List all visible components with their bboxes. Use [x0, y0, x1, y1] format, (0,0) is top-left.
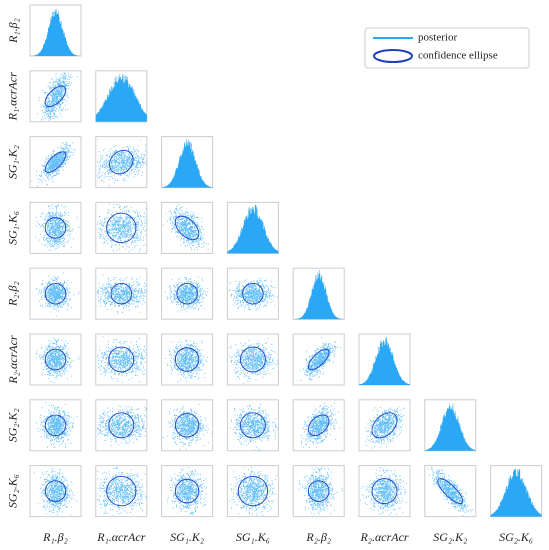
- y-label: R₁.αcrAcr: [6, 72, 20, 121]
- histogram: [227, 204, 279, 254]
- posterior-samples: [164, 276, 209, 313]
- x-label: SG₁.K₂: [170, 530, 204, 544]
- histogram: [161, 138, 213, 188]
- confidence-ellipse: [174, 478, 200, 504]
- posterior-samples: [97, 139, 147, 187]
- x-label: R₂.β₂: [305, 530, 331, 544]
- panel-frame: [95, 333, 148, 386]
- panel-frame: [161, 267, 214, 320]
- confidence-ellipse: [108, 412, 135, 439]
- confidence-ellipse: [371, 478, 398, 505]
- confidence-ellipse: [307, 348, 330, 371]
- histogram: [293, 269, 345, 320]
- confidence-ellipse: [174, 347, 200, 372]
- confidence-ellipse: [44, 414, 67, 437]
- panel-frame: [424, 465, 477, 518]
- histogram: [30, 9, 81, 56]
- posterior-samples: [96, 274, 147, 314]
- y-label: SG₂.K₆: [6, 474, 20, 508]
- y-label: R₁.β₂: [6, 18, 20, 44]
- posterior-samples: [165, 339, 209, 382]
- panel-frame: [358, 465, 411, 518]
- legend-ellipse: [373, 49, 413, 63]
- legend-label: posterior: [418, 32, 457, 44]
- confidence-ellipse: [239, 346, 266, 373]
- confidence-ellipse: [307, 480, 330, 502]
- confidence-ellipse: [371, 412, 398, 439]
- confidence-ellipse: [176, 282, 198, 305]
- posterior-samples: [31, 141, 76, 187]
- posterior-samples: [162, 204, 209, 251]
- y-label: R₂.αcrAcr: [6, 335, 20, 384]
- confidence-ellipse: [44, 282, 67, 305]
- confidence-ellipse: [174, 215, 200, 241]
- x-label: R₁.αcrAcr: [96, 530, 145, 544]
- confidence-ellipse: [437, 478, 464, 505]
- y-label: SG₁.K₆: [6, 211, 20, 245]
- posterior-samples: [36, 272, 80, 317]
- histogram: [490, 468, 542, 517]
- panel-frame: [358, 399, 411, 452]
- confidence-ellipse: [307, 414, 330, 437]
- confidence-ellipse: [44, 151, 67, 173]
- posterior-samples: [35, 204, 80, 251]
- confidence-ellipse: [108, 346, 135, 373]
- panel-frame: [161, 333, 214, 386]
- legend: posterior confidence ellipse: [364, 27, 530, 69]
- confidence-ellipse: [106, 212, 137, 244]
- histogram: [424, 403, 476, 451]
- confidence-ellipse: [110, 282, 133, 305]
- confidence-ellipse: [174, 413, 200, 438]
- posterior-samples: [299, 467, 343, 515]
- x-label: R₂.αcrAcr: [359, 530, 408, 544]
- histogram: [359, 336, 410, 385]
- x-label: SG₂.K₂: [433, 530, 467, 544]
- y-label: R₂.β₂: [6, 281, 20, 307]
- posterior-samples: [360, 467, 407, 516]
- y-label: SG₂.K₂: [6, 408, 20, 442]
- posterior-samples: [33, 468, 78, 516]
- panel-frame: [95, 267, 148, 320]
- x-label: SG₁.K₆: [236, 530, 270, 544]
- confidence-ellipse: [44, 480, 67, 502]
- posterior-samples: [229, 466, 277, 516]
- confidence-ellipse: [237, 475, 269, 507]
- confidence-ellipse: [44, 85, 67, 108]
- confidence-ellipse: [109, 149, 134, 175]
- posterior-samples: [229, 404, 278, 451]
- confidence-ellipse: [106, 475, 137, 507]
- panel-frame: [95, 201, 148, 254]
- confidence-ellipse: [44, 348, 67, 371]
- confidence-ellipse: [239, 412, 266, 439]
- posterior-samples: [364, 406, 405, 449]
- posterior-samples: [37, 72, 78, 121]
- histogram: [95, 74, 147, 122]
- confidence-ellipse: [242, 282, 264, 305]
- posterior-samples: [300, 402, 341, 448]
- posterior-samples: [166, 467, 207, 515]
- posterior-samples: [228, 338, 278, 384]
- posterior-samples: [162, 404, 213, 450]
- confidence-ellipse: [44, 217, 67, 239]
- posterior-samples: [299, 337, 341, 381]
- x-label: R₁.β₂: [42, 530, 68, 544]
- posterior-samples: [36, 402, 78, 448]
- posterior-samples: [97, 336, 147, 383]
- posterior-samples: [35, 337, 80, 384]
- panel-frame: [95, 399, 148, 452]
- y-label: SG₁.K₂: [6, 145, 20, 179]
- posterior-samples: [228, 278, 278, 311]
- panel-frame: [29, 201, 82, 254]
- x-label: SG₂.K₆: [499, 530, 533, 544]
- legend-label: confidence ellipse: [418, 50, 498, 62]
